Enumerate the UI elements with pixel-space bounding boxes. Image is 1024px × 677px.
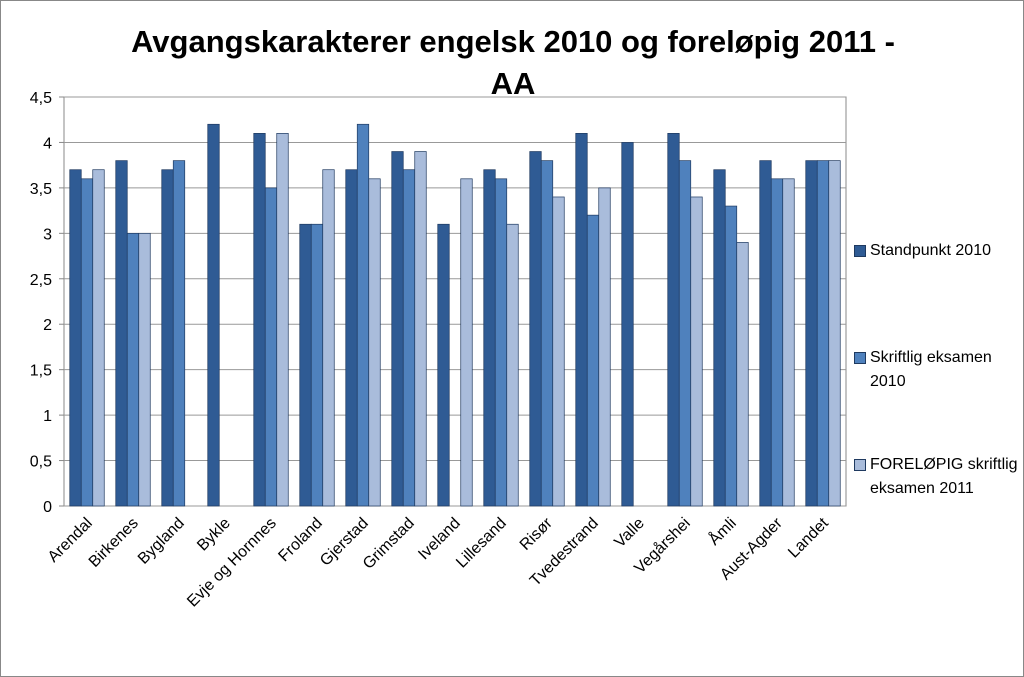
legend-label: Skriftlig eksamen 2010 bbox=[870, 349, 992, 390]
bar bbox=[494, 178, 508, 507]
bar bbox=[207, 123, 220, 507]
bar bbox=[586, 214, 600, 507]
bar bbox=[805, 160, 818, 507]
bar bbox=[126, 232, 140, 507]
bar bbox=[161, 169, 174, 507]
bar bbox=[736, 242, 749, 507]
bar bbox=[713, 169, 726, 507]
legend-swatch bbox=[854, 352, 866, 364]
bar bbox=[299, 223, 312, 507]
legend-label: Standpunkt 2010 bbox=[870, 242, 991, 259]
bar bbox=[391, 151, 404, 507]
bar bbox=[621, 142, 634, 507]
bar bbox=[552, 196, 565, 507]
bar bbox=[172, 160, 186, 507]
bar bbox=[667, 133, 680, 507]
x-tick-label: Risør bbox=[517, 514, 557, 554]
bar bbox=[816, 160, 830, 507]
y-tick-label: 2 bbox=[43, 317, 52, 334]
bar bbox=[138, 232, 151, 507]
bar bbox=[724, 205, 738, 507]
bar bbox=[678, 160, 692, 507]
legend-label: FORELØPIG skriftlig eksamen 2011 bbox=[870, 456, 1018, 497]
bar bbox=[69, 169, 82, 507]
x-tick-label: Landet bbox=[785, 514, 832, 561]
bar bbox=[264, 187, 278, 507]
y-tick-label: 4 bbox=[43, 135, 52, 152]
x-tick-label: Bygland bbox=[135, 515, 188, 568]
bar bbox=[80, 178, 94, 507]
bar bbox=[529, 151, 542, 507]
bar bbox=[483, 169, 496, 507]
bar bbox=[540, 160, 554, 507]
y-tick-label: 3 bbox=[43, 226, 52, 243]
legend-swatch bbox=[854, 245, 866, 257]
bar bbox=[253, 133, 266, 507]
bar bbox=[345, 169, 358, 507]
x-tick-label: Åmli bbox=[704, 513, 739, 548]
bar bbox=[782, 178, 795, 507]
bar bbox=[402, 169, 416, 507]
bar bbox=[759, 160, 772, 507]
y-tick-label: 0 bbox=[43, 499, 52, 516]
bar bbox=[437, 223, 450, 507]
bar bbox=[828, 160, 841, 507]
bar bbox=[460, 178, 473, 507]
bar bbox=[92, 169, 105, 507]
legend-swatch bbox=[854, 459, 866, 471]
y-tick-label: 1,5 bbox=[30, 363, 52, 380]
y-tick-label: 3,5 bbox=[30, 181, 52, 198]
x-tick-label: Valle bbox=[611, 515, 647, 551]
y-tick-label: 2,5 bbox=[30, 272, 52, 289]
bar bbox=[276, 133, 289, 507]
y-tick-label: 0,5 bbox=[30, 454, 52, 471]
bar bbox=[598, 187, 611, 507]
x-tick-label: Bykle bbox=[194, 515, 234, 555]
x-tick-label: Grimstad bbox=[360, 515, 418, 573]
x-tick-label: Evje og Hornnes bbox=[184, 515, 280, 611]
bar bbox=[356, 123, 370, 507]
bar bbox=[506, 223, 519, 507]
bar bbox=[322, 169, 335, 507]
bar bbox=[310, 223, 324, 507]
x-tick-label: Lillesand bbox=[453, 515, 510, 572]
bar bbox=[690, 196, 703, 507]
bar bbox=[368, 178, 381, 507]
y-tick-label: 1 bbox=[43, 408, 52, 425]
chart-title: Avgangskarakterer engelsk 2010 og forelø… bbox=[131, 24, 895, 101]
bar bbox=[575, 133, 588, 507]
bar bbox=[115, 160, 128, 507]
x-tick-label: Birkenes bbox=[86, 515, 142, 571]
y-tick-label: 4,5 bbox=[30, 90, 52, 107]
bar bbox=[414, 151, 427, 507]
bar bbox=[770, 178, 784, 507]
